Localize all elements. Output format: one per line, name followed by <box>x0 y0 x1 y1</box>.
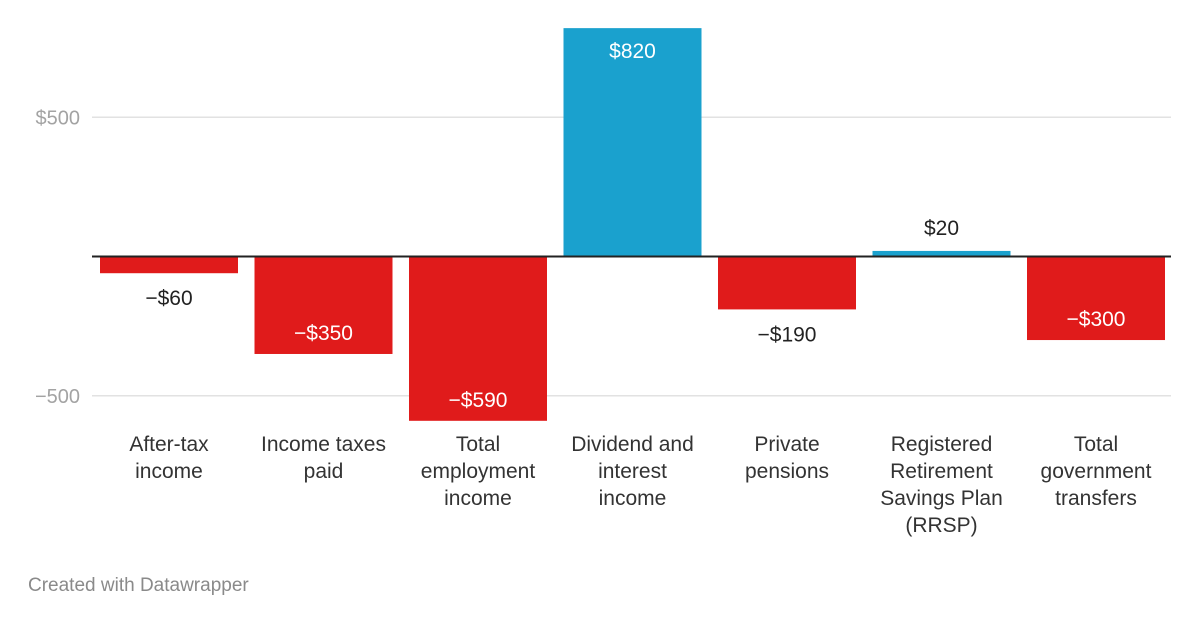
category-label-line: government <box>1041 460 1152 483</box>
bar <box>254 256 393 354</box>
credit-text: Created with Datawrapper <box>28 575 249 596</box>
value-label: $820 <box>609 40 656 63</box>
category-label-line: pensions <box>745 460 829 483</box>
category-label-line: interest <box>598 460 667 483</box>
value-labels: −$60 −$350 −$590 $820 −$190 $20 −$300 <box>145 40 1125 412</box>
category-label: Income taxes paid <box>261 433 386 483</box>
category-label-line: Dividend and <box>571 433 694 456</box>
bar <box>563 28 702 257</box>
category-label: Total government transfers <box>1041 433 1152 510</box>
bar <box>409 256 547 421</box>
value-label: −$350 <box>294 322 353 345</box>
category-label-line: income <box>599 487 667 510</box>
value-label: −$590 <box>449 389 508 412</box>
bar <box>1027 256 1165 341</box>
category-label-line: Savings Plan <box>880 487 1003 510</box>
category-labels: After-tax income Income taxes paid Total empl… <box>129 433 1151 537</box>
bar <box>100 256 238 274</box>
category-label-line: After-tax <box>129 433 209 456</box>
value-label: −$300 <box>1067 308 1126 331</box>
category-label-line: income <box>444 487 512 510</box>
y-tick-label: $500 <box>36 107 81 129</box>
y-tick-label: −500 <box>35 386 80 408</box>
value-label: −$190 <box>758 323 817 346</box>
category-label: After-tax income <box>129 433 209 483</box>
category-label-line: Registered <box>891 433 993 456</box>
category-label: Private pensions <box>745 433 829 483</box>
category-label-line: Private <box>754 433 819 456</box>
category-label: Total employment income <box>421 433 536 510</box>
category-label-line: Retirement <box>890 460 993 483</box>
category-label-line: (RRSP) <box>905 514 977 537</box>
category-label-line: transfers <box>1055 487 1137 510</box>
category-label: Registered Retirement Savings Plan (RRSP) <box>880 433 1003 537</box>
bar <box>872 250 1011 257</box>
bars <box>100 28 1165 421</box>
category-label-line: paid <box>304 460 344 483</box>
category-label-line: employment <box>421 460 536 483</box>
category-label-line: Total <box>456 433 500 456</box>
bar <box>718 256 856 310</box>
value-label: −$60 <box>145 287 192 310</box>
category-label-line: Total <box>1074 433 1118 456</box>
category-label: Dividend and interest income <box>571 433 694 510</box>
category-label-line: income <box>135 460 203 483</box>
category-label-line: Income taxes <box>261 433 386 456</box>
value-label: $20 <box>924 217 959 240</box>
